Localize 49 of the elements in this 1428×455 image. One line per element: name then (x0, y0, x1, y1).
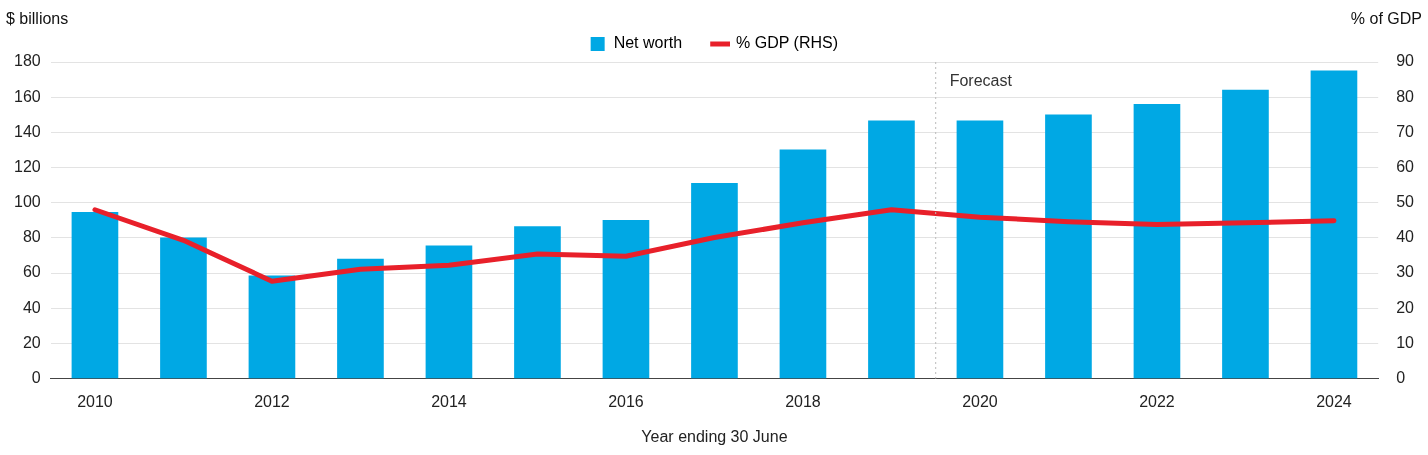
bar (71, 212, 119, 379)
ref-line-label: Forecast (949, 72, 1013, 90)
bar (602, 219, 650, 379)
y-tick-label: 80 (22, 228, 41, 246)
x-axis-title: Year ending 30 June (641, 427, 788, 445)
y-tick-label: 100 (13, 193, 41, 211)
y-tick-label: 60 (22, 263, 41, 281)
x-tick-label: 2024 (1316, 392, 1352, 410)
legend-label: % GDP (RHS) (736, 34, 839, 52)
y-tick-label: 40 (22, 298, 41, 316)
y2-tick-label: 70 (1396, 122, 1415, 140)
x-tick-label: 2018 (785, 392, 821, 410)
bar (514, 226, 561, 379)
y2-tick-label: 20 (1396, 298, 1415, 316)
y-tick-label: 180 (13, 52, 41, 70)
y2-tick-label: 80 (1396, 87, 1415, 105)
y2-tick-label: 0 (1396, 369, 1406, 387)
y2-tick-label: 90 (1396, 52, 1415, 70)
bar (1222, 89, 1269, 379)
y-tick-label: 20 (22, 333, 41, 351)
x-tick-label: 2010 (77, 392, 113, 410)
y2-tick-label: 60 (1396, 157, 1415, 175)
y2-tick-label: 10 (1396, 333, 1415, 351)
bar (1045, 114, 1092, 379)
legend-label: Net worth (613, 34, 683, 52)
x-tick-label: 2012 (254, 392, 290, 410)
bar (868, 120, 915, 379)
y-axis-title: $ billions (6, 10, 69, 28)
bar (956, 120, 1004, 379)
bar (1310, 70, 1358, 379)
bar (691, 183, 738, 379)
bar (160, 237, 207, 379)
x-tick-label: 2016 (608, 392, 644, 410)
y-tick-label: 120 (13, 157, 41, 175)
y-tick-label: 140 (13, 122, 41, 140)
y2-tick-label: 30 (1396, 263, 1415, 281)
x-tick-label: 2022 (1139, 392, 1175, 410)
x-tick-label: 2020 (962, 392, 998, 410)
y2-tick-label: 50 (1396, 193, 1415, 211)
y-tick-label: 160 (13, 87, 41, 105)
x-tick-label: 2014 (431, 392, 467, 410)
bar (425, 245, 473, 379)
bar (1133, 103, 1181, 379)
bar (248, 275, 296, 379)
bar (337, 258, 384, 379)
bar (779, 149, 827, 379)
y2-axis-title: % of GDP (1350, 10, 1422, 28)
y2-tick-label: 40 (1396, 228, 1415, 246)
y-tick-label: 0 (31, 369, 41, 387)
